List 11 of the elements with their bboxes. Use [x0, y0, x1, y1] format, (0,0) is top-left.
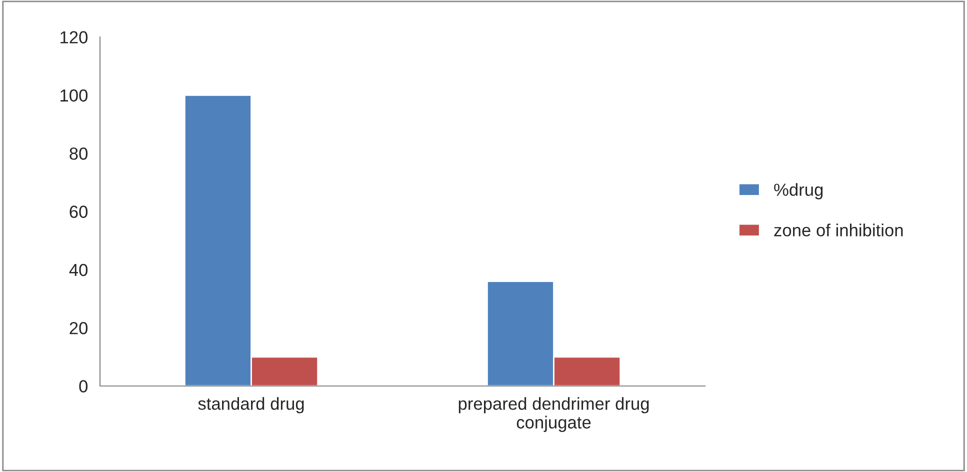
x-tick-label: prepared dendrimer drug conjugate [458, 397, 649, 432]
legend-label: %drug [774, 183, 823, 200]
y-tick-label: 40 [69, 264, 88, 276]
y-tick-label: 120 [60, 31, 88, 44]
y-tick-label: 100 [60, 89, 88, 102]
x-tick-label: standard drug [198, 397, 304, 414]
y-tick-label: 80 [70, 148, 88, 160]
y-tick-label: 60 [70, 206, 88, 218]
y-tick-label: 0 [79, 380, 88, 392]
legend-label: zone of inhibition [774, 224, 903, 236]
y-tick-label: 20 [70, 322, 88, 334]
